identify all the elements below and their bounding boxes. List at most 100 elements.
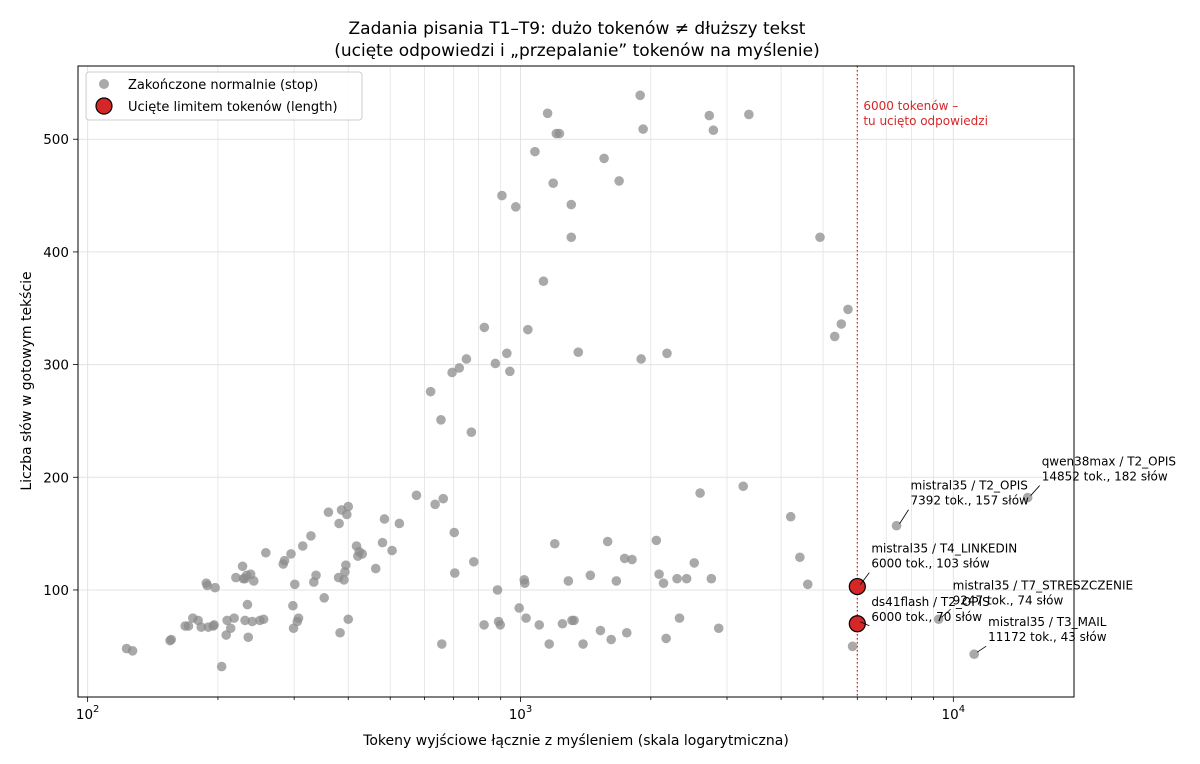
point-stop: [286, 549, 296, 559]
point-stop: [843, 304, 853, 315]
point-stop: [606, 634, 616, 645]
point-stop: [319, 593, 330, 603]
point-stop: [466, 427, 477, 438]
point-stop: [544, 639, 555, 649]
legend-label-length: Ucięte limitem tokenów (length): [128, 100, 338, 115]
point-stop: [566, 199, 577, 210]
point-stop: [661, 633, 671, 644]
point-stop: [447, 367, 457, 378]
point-stop: [242, 599, 253, 610]
annotation-label: 7392 tok., 157 słów: [911, 494, 1030, 508]
x-tick-label: 102: [76, 704, 100, 723]
point-stop: [183, 621, 194, 631]
point-stop: [636, 354, 646, 364]
point-stop: [293, 613, 304, 623]
point-stop: [196, 622, 207, 632]
point-stop: [695, 488, 705, 498]
point-stop: [237, 561, 248, 572]
point-stop: [209, 620, 219, 630]
point-stop: [479, 322, 490, 333]
point-stop: [127, 646, 138, 656]
point-stop: [595, 625, 606, 636]
point-stop: [619, 553, 630, 564]
axis-ticks: 100 200 300 400 500 102 103 104: [43, 132, 965, 723]
annotation-leader: [941, 608, 951, 618]
point-stop: [554, 128, 565, 139]
annotation-label: mistral35 / T2_OPIS: [911, 479, 1028, 493]
point-stop: [449, 527, 460, 538]
point-stop: [411, 490, 422, 501]
point-stop: [166, 634, 177, 645]
point-stop: [638, 124, 648, 134]
point-stop: [795, 552, 805, 563]
point-stop: [279, 555, 290, 566]
point-stop: [288, 600, 298, 611]
y-tick-label: 300: [43, 358, 69, 374]
point-stop: [334, 518, 344, 529]
point-stop: [585, 570, 596, 581]
point-stop: [370, 563, 381, 574]
point-stop: [449, 568, 460, 578]
point-stop: [538, 276, 549, 287]
point-stop: [497, 190, 507, 201]
point-stop: [243, 632, 254, 643]
point-stop: [1022, 492, 1033, 503]
point-stop: [672, 573, 682, 584]
point-stop: [658, 578, 669, 588]
point-stop: [521, 613, 531, 623]
y-tick-label: 200: [43, 470, 69, 486]
point-stop: [297, 541, 308, 551]
annotation-leader: [976, 645, 987, 653]
point-stop: [437, 639, 447, 649]
point-stop: [569, 615, 579, 626]
point-stop: [662, 348, 672, 359]
legend-marker-stop: [99, 79, 109, 89]
annotation-label: 11172 tok., 43 słów: [988, 630, 1107, 644]
point-stop: [394, 518, 405, 529]
y-tick-label: 400: [43, 245, 69, 261]
point-stop: [225, 623, 236, 634]
annotation-label: mistral35 / T3_MAIL: [988, 615, 1107, 629]
point-stop: [492, 585, 503, 595]
point-stop: [289, 579, 300, 590]
point-stop: [479, 620, 489, 630]
point-stop: [621, 627, 632, 638]
point-stop: [611, 576, 622, 586]
point-stop: [454, 363, 465, 373]
point-stop: [847, 641, 858, 652]
point-stop: [341, 560, 351, 570]
point-stop: [377, 537, 388, 548]
point-stop: [502, 348, 512, 359]
point-stop: [573, 347, 584, 358]
point-stop: [221, 630, 232, 640]
point-stop: [311, 570, 321, 581]
point-stop: [490, 358, 501, 369]
point-stop: [654, 569, 664, 579]
annotation-leader: [860, 621, 870, 627]
point-stop: [704, 110, 715, 121]
point-stop: [602, 536, 613, 547]
grid: [78, 66, 1074, 697]
annotation-label: 14852 tok., 182 słów: [1042, 470, 1168, 484]
point-stop: [216, 661, 227, 672]
x-axis-label: Tokeny wyjściowe łącznie z myśleniem (sk…: [362, 733, 789, 749]
point-stop: [614, 176, 624, 186]
point-stop: [674, 613, 685, 623]
point-stop: [563, 576, 574, 586]
point-stop: [387, 545, 397, 556]
point-stop: [706, 573, 717, 584]
point-stop: [343, 614, 354, 625]
point-stop: [815, 232, 825, 243]
point-stop: [379, 514, 390, 524]
point-stop: [306, 531, 316, 541]
point-stop: [738, 481, 749, 492]
point-stop: [530, 146, 540, 157]
point-stop: [933, 614, 944, 625]
point-stop: [514, 603, 524, 613]
point-stop: [240, 615, 250, 626]
point-stop: [436, 415, 446, 425]
point-stop: [323, 507, 334, 518]
point-stop: [713, 623, 724, 634]
y-tick-label: 500: [43, 132, 69, 148]
annotation-label: mistral35 / T4_LINKEDIN: [871, 542, 1017, 556]
